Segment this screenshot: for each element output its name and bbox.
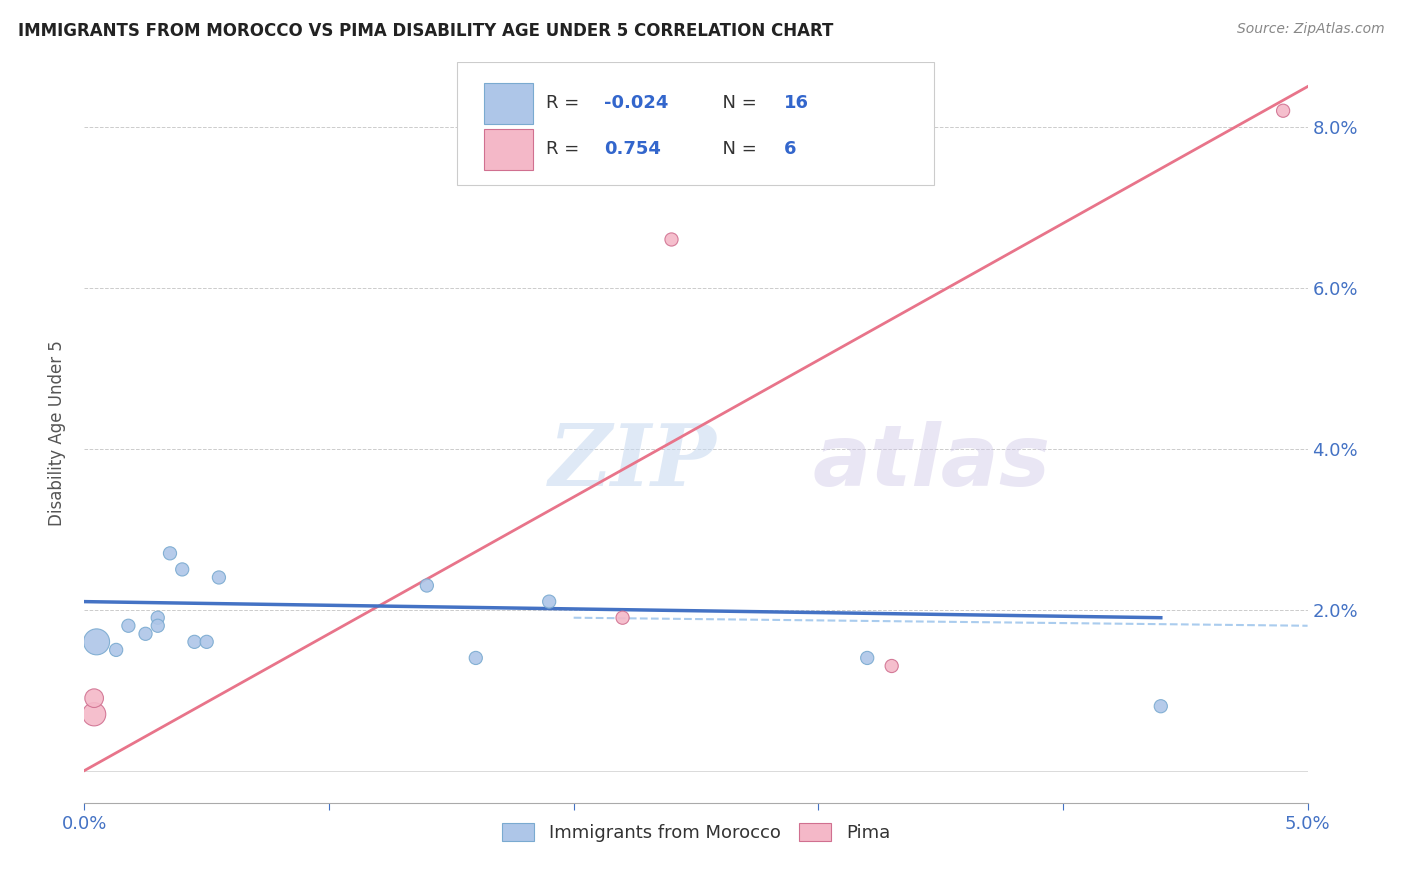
Point [661, 232, 683, 246]
Text: 0.754: 0.754 [605, 140, 661, 158]
Point [105, 643, 128, 657]
Point [464, 651, 486, 665]
Point [538, 594, 561, 608]
Text: R =: R = [546, 140, 585, 158]
Point [416, 578, 439, 592]
Point [83, 707, 105, 722]
Point [195, 635, 218, 649]
Point [1150, 699, 1173, 714]
Point [117, 619, 139, 633]
Text: 16: 16 [785, 95, 808, 112]
Text: R =: R = [546, 95, 585, 112]
Y-axis label: Disability Age Under 5: Disability Age Under 5 [48, 340, 66, 525]
Text: atlas: atlas [813, 421, 1050, 504]
FancyBboxPatch shape [484, 83, 533, 124]
Point [159, 546, 181, 560]
Point [856, 651, 879, 665]
Point [86, 635, 108, 649]
Point [880, 659, 903, 673]
Point [146, 610, 169, 624]
Point [135, 627, 157, 641]
Text: 6: 6 [785, 140, 797, 158]
FancyBboxPatch shape [457, 62, 935, 185]
Point [183, 635, 205, 649]
Text: N =: N = [710, 95, 762, 112]
Legend: Immigrants from Morocco, Pima: Immigrants from Morocco, Pima [495, 815, 897, 849]
Point [612, 610, 634, 624]
Point [146, 619, 169, 633]
Text: Source: ZipAtlas.com: Source: ZipAtlas.com [1237, 22, 1385, 37]
Point [208, 570, 231, 584]
Point [1272, 103, 1295, 118]
Text: ZIP: ZIP [550, 420, 717, 504]
Text: -0.024: -0.024 [605, 95, 669, 112]
Text: N =: N = [710, 140, 762, 158]
Point [172, 562, 194, 576]
FancyBboxPatch shape [484, 129, 533, 169]
Point [83, 691, 105, 706]
Text: IMMIGRANTS FROM MOROCCO VS PIMA DISABILITY AGE UNDER 5 CORRELATION CHART: IMMIGRANTS FROM MOROCCO VS PIMA DISABILI… [18, 22, 834, 40]
